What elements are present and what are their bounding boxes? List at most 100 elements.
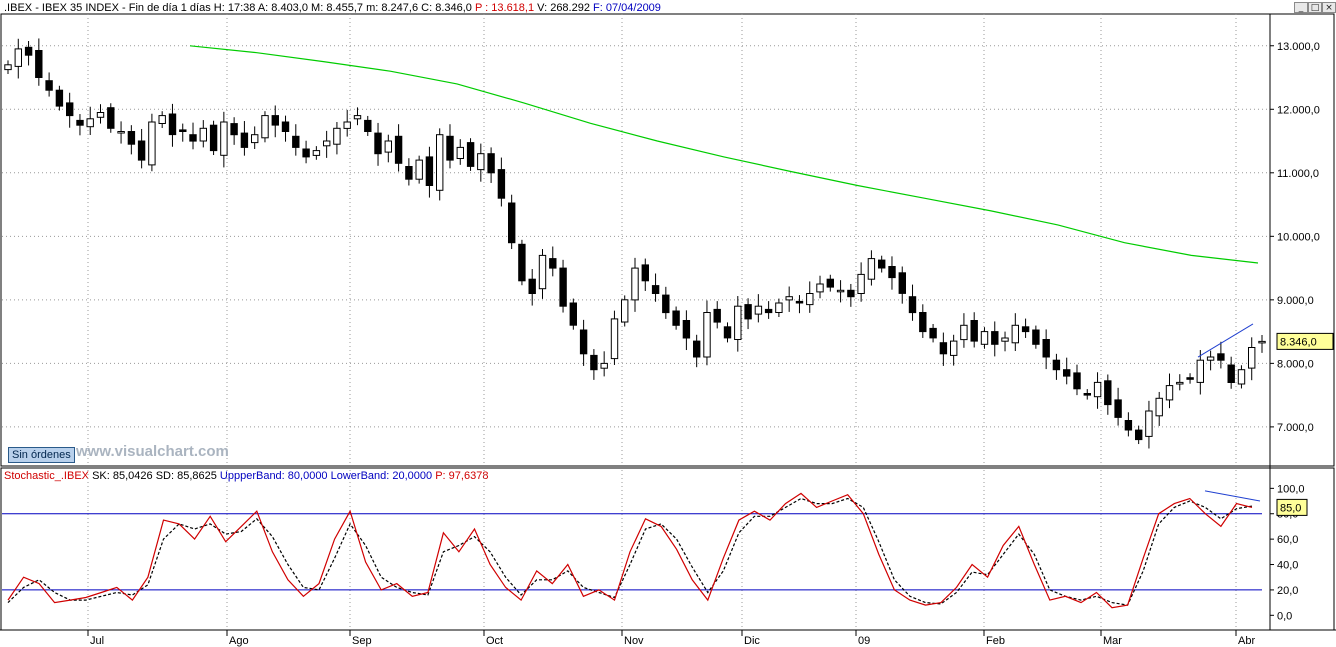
candle-body [549,258,557,269]
price-tick-label: 11.000,0 [1277,168,1319,180]
candle-body [107,107,115,129]
candle-body [1032,329,1040,345]
candle-body [1001,337,1009,342]
candle-body [292,135,300,148]
candle-body [4,64,12,71]
candle-body [651,285,660,295]
candle-body [353,115,362,120]
month-label: Dic [744,635,760,647]
candle-body [1237,369,1246,385]
candle-body [446,135,454,161]
stochastic-tick-label: 60,0 [1277,534,1298,546]
stochastic-sk-line [7,492,1253,609]
candle-body [610,318,619,360]
candle-body [1093,381,1102,398]
candle-body [1196,359,1204,383]
candle-body [888,266,896,279]
month-label: 09 [858,635,870,647]
candle-body [364,119,372,133]
month-label: Sep [352,635,372,647]
candle-body [970,320,978,342]
price-panel-frame [0,13,1335,467]
candle-body [45,80,53,91]
candle-body [693,340,701,358]
month-label: Ago [229,635,249,647]
candle-body [775,302,783,313]
candle-body [723,326,732,339]
candle-body [240,132,249,148]
price-tick-label: 10.000,0 [1277,231,1320,243]
candle-body [199,127,208,142]
last-price-box [1276,332,1334,350]
candle-body [1227,364,1235,383]
candle-body [600,362,608,369]
last-stochastic-label: 85,0 [1280,502,1301,514]
candle-body [76,119,84,126]
price-trendline [1197,323,1254,358]
candle-body [929,327,937,339]
candle-body [528,278,536,295]
candle-body [703,312,711,358]
stochastic-tick-label: 0,0 [1277,610,1292,622]
month-label: Oct [486,635,503,647]
price-tick-label: 9.000,0 [1277,295,1314,307]
candle-body [1186,377,1194,380]
candle-body [590,354,598,371]
candle-body [394,135,403,164]
candle-body [1063,369,1071,377]
candle-body [980,331,989,345]
lower-band-label: LowerBand: 20,0000 [330,470,433,482]
candle-body [641,264,649,282]
open-label: A: 8.403,0 [257,2,308,14]
candle-body [898,272,906,294]
candle-body [939,342,948,355]
candle-body [209,124,218,152]
candle-body [621,299,629,323]
stochastic-panel-frame [0,467,1335,631]
candle-body [538,254,547,290]
month-label: Nov [624,635,644,647]
last-price-label: 8.346,0 [1280,336,1317,348]
candle-body [168,113,177,136]
instrument-name: IBEX 35 INDEX [41,2,119,14]
candle-body [1021,326,1030,333]
window-controls: _ □ × [1294,2,1336,14]
candle-body [374,132,382,155]
candle-body [1248,347,1256,369]
candle-body [415,159,423,180]
candle-body [1073,372,1081,390]
candle-body [230,123,238,136]
close-label: C: 8.346,0 [421,2,472,14]
candle-body [14,48,23,67]
p-label: P: 97,6378 [435,470,489,482]
maximize-button[interactable]: □ [1308,2,1322,13]
candle-body [343,121,351,129]
orders-button[interactable]: Sin órdenes [8,447,75,463]
candle-body [795,300,804,304]
candle-body [734,305,742,341]
stochastic-header: Stochastic_.IBEX SK: 85,0426 SD: 85,8625… [4,470,488,482]
candle-body [764,308,773,314]
minimize-button[interactable]: _ [1294,2,1308,13]
candle-body [312,150,321,156]
candle-body [579,329,588,355]
candle-body [569,302,577,326]
candle-body [487,153,495,174]
candle-body [497,169,506,199]
stochastic-tick-label: 20,0 [1277,585,1298,597]
candle-body [836,289,845,293]
upper-band-label: UppperBand: 80,0000 [219,470,328,482]
period-label: Fin de día 1 días [128,2,211,14]
candle-body [1165,385,1174,401]
candle-body [425,156,434,186]
candle-body [662,294,670,314]
candle-body [960,324,968,341]
candle-body [1124,420,1133,431]
month-label: Mar [1103,635,1122,647]
candles-group [4,38,1266,449]
candle-body [137,140,146,161]
candle-body [86,118,94,128]
candle-body [806,293,814,306]
candle-body [950,340,958,356]
